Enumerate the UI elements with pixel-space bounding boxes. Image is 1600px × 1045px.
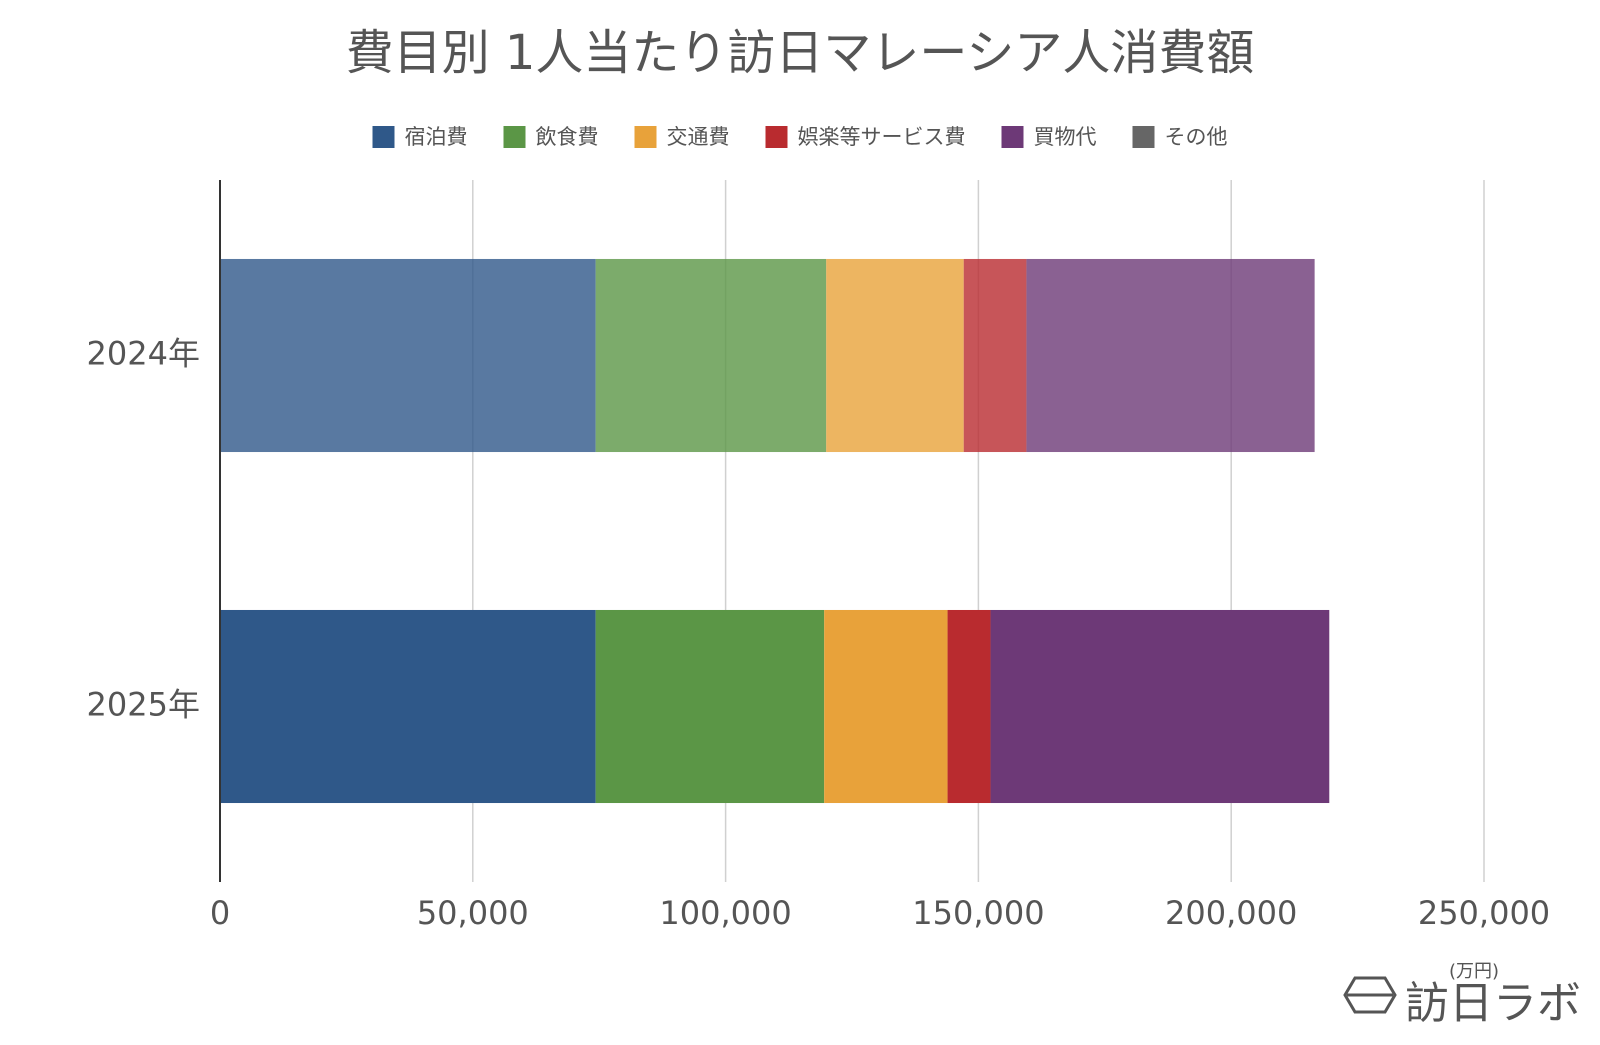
bar-segment <box>595 258 827 453</box>
legend-item: 交通費 <box>634 125 730 149</box>
bar-segment <box>990 609 1330 804</box>
legend-item: その他 <box>1132 125 1228 149</box>
chart-title: 費目別 1人当たり訪日マレーシア人消費額 <box>346 25 1255 81</box>
unit-label: (万円) <box>1449 961 1499 982</box>
legend-label: その他 <box>1165 125 1228 149</box>
legend-item: 買物代 <box>1001 125 1097 149</box>
legend-item: 飲食費 <box>503 125 599 149</box>
legend-swatch <box>503 126 526 148</box>
legend-item: 娯楽等サービス費 <box>765 125 966 149</box>
x-tick-label: 150,000 <box>912 894 1044 932</box>
x-tick-label: 200,000 <box>1165 894 1297 932</box>
x-tick-label: 250,000 <box>1418 894 1550 932</box>
bars <box>220 258 1330 804</box>
bar-segment <box>1026 258 1315 453</box>
bar-segment <box>220 609 596 804</box>
legend-swatch <box>1132 126 1155 148</box>
legend-label: 宿泊費 <box>405 125 468 149</box>
x-tick-label: 100,000 <box>659 894 791 932</box>
legend-swatch <box>1001 126 1024 148</box>
logo: 訪日ラボ <box>1405 978 1581 1029</box>
bar-segment <box>947 609 991 804</box>
legend-swatch <box>765 126 788 148</box>
bar-segment <box>824 609 948 804</box>
bar-segment <box>220 258 596 453</box>
legend-item: 宿泊費 <box>372 125 468 149</box>
legend-swatch <box>372 126 395 148</box>
x-tick-label: 0 <box>210 894 230 932</box>
legend-label: 飲食費 <box>536 125 599 149</box>
legend-swatch <box>634 126 657 148</box>
x-tick-label: 50,000 <box>417 894 529 932</box>
logo-icon <box>1343 976 1397 1014</box>
legend-label: 買物代 <box>1034 125 1097 149</box>
bar-segment <box>826 258 964 453</box>
y-tick-label: 2025年 <box>87 686 200 724</box>
legend-label: 娯楽等サービス費 <box>798 125 966 149</box>
y-tick-label: 2024年 <box>87 335 200 373</box>
bar-segment <box>963 258 1027 453</box>
legend-label: 交通費 <box>667 125 730 149</box>
legend: 宿泊費 飲食費 交通費 娯楽等サービス費 買物代 その他 <box>372 125 1228 149</box>
bar-segment <box>595 609 825 804</box>
